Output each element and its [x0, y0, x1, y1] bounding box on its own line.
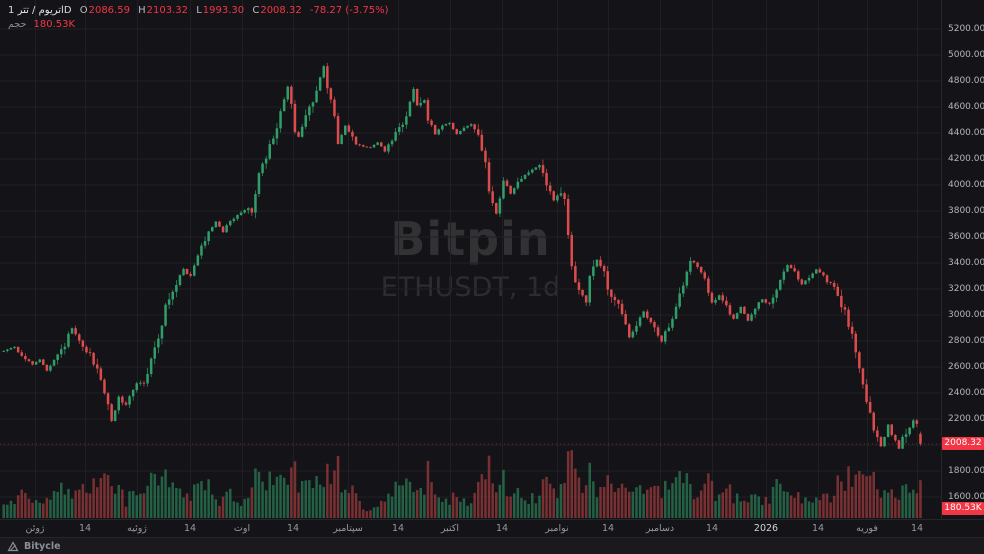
volume-layer: [2, 450, 922, 518]
time-axis-label: ژوئیه: [127, 523, 147, 534]
price-tick-label: 3000.00: [948, 310, 984, 320]
time-axis-label: 14: [78, 523, 92, 534]
open-value: 2086.59: [88, 5, 130, 16]
time-axis-label: نوامبر: [545, 523, 569, 534]
grid-layer: [0, 0, 941, 519]
bar-count: 1: [8, 5, 15, 16]
attribution-link[interactable]: Bitycle: [24, 540, 61, 552]
symbol-title[interactable]: اتریوم / تتر: [17, 5, 64, 16]
high-value: 2103.32: [146, 5, 189, 16]
time-axis[interactable]: ژوئن 14 ژوئیه 14 اوت 14 سپتامبر 14 اکتبر 14 نوامبر…: [0, 519, 984, 538]
time-axis-label: 14: [601, 523, 615, 534]
price-tick-label: 2400.00: [948, 388, 984, 398]
open-label: O: [79, 5, 88, 16]
time-axis-label: اوت: [233, 523, 251, 534]
current-price-badge: 2008.32: [942, 437, 984, 450]
time-axis-label: سپتامبر: [333, 523, 363, 534]
price-tick-label: 5000.00: [948, 50, 984, 60]
price-tick-label: 4200.00: [948, 154, 984, 164]
time-axis-label: 14: [391, 523, 405, 534]
price-axis[interactable]: 5200.00 5000.00 4800.00 4600.00 4400.00 4200.…: [941, 0, 984, 519]
price-tick-label: 1800.00: [948, 466, 984, 476]
high-label: H: [138, 5, 146, 16]
time-axis-label: اکتبر: [440, 523, 460, 534]
time-axis-label: 14: [495, 523, 509, 534]
price-tick-label: 4000.00: [948, 180, 984, 190]
price-tick-label: 3800.00: [948, 206, 984, 216]
price-tick-label: 3200.00: [948, 284, 984, 294]
time-axis-label: 14: [286, 523, 300, 534]
price-tick-label: 4600.00: [948, 102, 984, 112]
bitycle-logo-icon[interactable]: [7, 540, 19, 552]
volume-legend-row: حجم 180.53K: [8, 19, 388, 31]
low-value: 1993.30: [202, 5, 245, 16]
chart-pane[interactable]: [0, 0, 941, 519]
time-axis-label: 14: [183, 523, 197, 534]
chart-legend: 1 اتریوم / تترD O2086.59 H2103.32 L1993.…: [8, 5, 388, 31]
current-volume-badge: 180.53K: [942, 502, 984, 515]
close-label: C: [252, 5, 260, 16]
time-axis-label: 14: [910, 523, 924, 534]
price-tick-label: 4800.00: [948, 76, 984, 86]
time-axis-label: دسامبر: [645, 523, 675, 534]
time-axis-label: 2026: [753, 523, 779, 534]
low-label: L: [196, 5, 202, 16]
symbol-legend-row: 1 اتریوم / تترD O2086.59 H2103.32 L1993.…: [8, 5, 388, 17]
time-axis-label: فوریه: [856, 523, 878, 534]
price-tick-label: 1600.00: [948, 492, 984, 502]
close-value: 2008.32: [260, 5, 302, 16]
candles-layer: [2, 62, 922, 450]
price-tick-label: 5200.00: [948, 24, 984, 34]
bottom-bar: Bitycle: [0, 537, 984, 554]
volume-indicator-label[interactable]: حجم: [8, 19, 27, 30]
timeframe-label[interactable]: D: [63, 5, 72, 16]
price-tick-label: 2800.00: [948, 336, 984, 346]
time-axis-label: ژوئن: [25, 523, 45, 534]
time-axis-label: 14: [811, 523, 825, 534]
time-axis-label: 14: [705, 523, 719, 534]
price-tick-label: 3400.00: [948, 258, 984, 268]
price-tick-label: 3600.00: [948, 232, 984, 242]
change-value: -78.27 (-3.75%): [309, 5, 389, 16]
price-tick-label: 2600.00: [948, 362, 984, 372]
price-tick-label: 2200.00: [948, 414, 984, 424]
price-tick-label: 4400.00: [948, 128, 984, 138]
volume-value: 180.53K: [33, 19, 76, 30]
